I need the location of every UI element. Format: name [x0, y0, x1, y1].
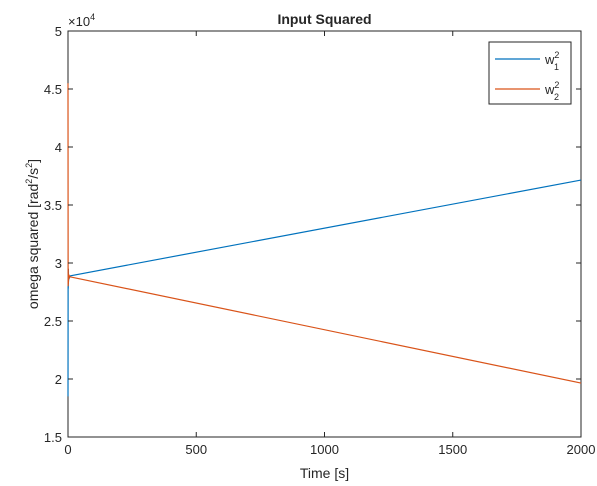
legend: w2 1 w2 2 [488, 41, 572, 105]
y-axis-label-end: ] [25, 159, 41, 163]
legend-label-w1: w2 1 [544, 50, 559, 72]
y-exponent-base: ×10 [68, 14, 90, 29]
legend-label-w1-sub: 1 [554, 62, 559, 72]
legend-box [488, 41, 572, 105]
legend-label-w2: w2 2 [544, 80, 559, 102]
x-ticks: 0 500 1000 1500 2000 [64, 31, 595, 457]
x-tick-label: 1500 [438, 442, 467, 457]
y-tick-label: 3.5 [44, 198, 62, 213]
series-line-w2 [67, 83, 582, 384]
y-ticks: 1.5 2 2.5 3 3.5 4 4.5 5 [44, 24, 581, 445]
y-axis-label-text: omega squared [rad [25, 184, 41, 309]
legend-label-w2-base: w [544, 82, 555, 97]
y-axis-label-superscript-2: 2 [24, 163, 34, 168]
legend-label-w1-sup: 2 [554, 50, 559, 60]
y-axis-label-mid: /s [25, 168, 41, 179]
y-exponent-power: 4 [90, 12, 95, 22]
legend-label-w2-sub: 2 [554, 92, 559, 102]
x-tick-label: 0 [64, 442, 71, 457]
series-layer [67, 83, 582, 397]
x-tick-label: 500 [185, 442, 207, 457]
x-tick-label: 2000 [567, 442, 596, 457]
legend-label-w2-sup: 2 [554, 80, 559, 90]
y-exponent-label: ×104 [68, 12, 95, 29]
x-tick-label: 1000 [310, 442, 339, 457]
y-tick-label: 4 [55, 140, 62, 155]
y-axis-label: omega squared [rad2/s2] [24, 159, 41, 309]
chart-title: Input Squared [277, 11, 371, 27]
y-tick-label: 3 [55, 256, 62, 271]
y-axis-label-superscript-1: 2 [24, 179, 34, 184]
y-tick-label: 5 [55, 24, 62, 39]
y-tick-label: 4.5 [44, 82, 62, 97]
y-tick-label: 2 [55, 372, 62, 387]
x-axis-label: Time [s] [300, 465, 349, 481]
y-tick-label: 1.5 [44, 430, 62, 445]
y-tick-label: 2.5 [44, 314, 62, 329]
legend-label-w1-base: w [544, 52, 555, 67]
